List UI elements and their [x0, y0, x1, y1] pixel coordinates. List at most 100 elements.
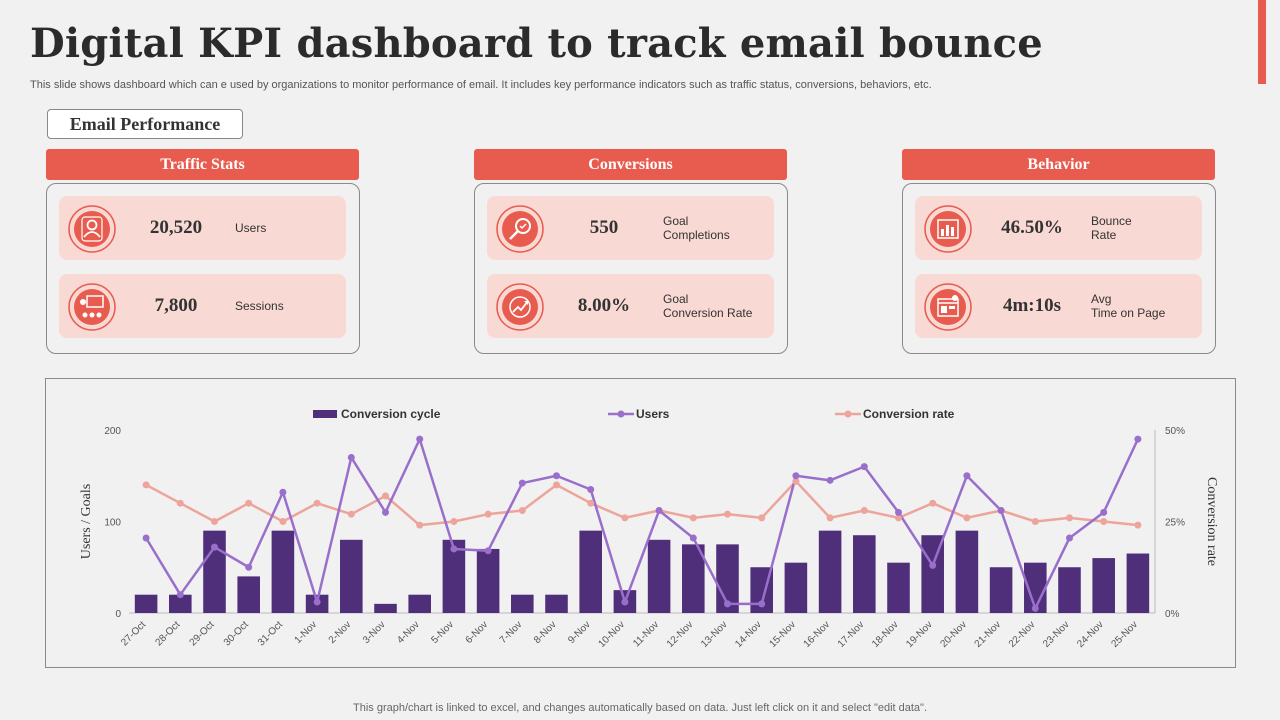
x-tick-label: 19-Nov	[904, 619, 935, 650]
users-point	[450, 545, 458, 553]
kpi-card-users: 20,520 Users	[59, 196, 346, 260]
left-tick-label: 100	[104, 518, 121, 529]
bar-conversion-cycle	[682, 544, 705, 613]
group-header-behavior: Behavior	[902, 149, 1215, 180]
kpi-label-sessions: Sessions	[235, 299, 284, 313]
users-point	[792, 472, 800, 480]
users-point	[176, 591, 184, 599]
users-point	[142, 534, 150, 542]
left-tick-label: 200	[104, 426, 121, 437]
x-tick-label: 2-Nov	[327, 619, 354, 646]
bar-conversion-cycle	[647, 539, 671, 613]
conversion-rate-point	[895, 514, 902, 522]
page-title: Digital KPI dashboard to track email bou…	[30, 20, 1043, 67]
bar-conversion-cycle	[442, 539, 466, 613]
conversion-rate-point	[860, 507, 868, 515]
chart-svg: 0 100 200 0% 25% 50% Users / Goals Conversion r…	[79, 407, 1219, 650]
right-tick-label: 0%	[1165, 609, 1180, 620]
legend-label: Conversion cycle	[341, 407, 441, 421]
conversion-rate-point	[689, 514, 697, 522]
users-point	[587, 485, 595, 493]
kpi-value-users: 20,520	[149, 217, 203, 238]
users-point	[553, 472, 560, 480]
conversion-rate-point	[1134, 521, 1142, 529]
bar-conversion-cycle	[1126, 553, 1150, 613]
bar-conversion-cycle	[955, 530, 979, 613]
conversion-rate-point	[1066, 514, 1073, 522]
users-point	[518, 479, 526, 487]
x-tick-label: 9-Nov	[566, 619, 593, 646]
users-point	[1100, 508, 1108, 516]
group-header-traffic-stats: Traffic Stats	[46, 149, 359, 180]
x-tick-label: 24-Nov	[1075, 619, 1106, 650]
footer-note: This graph/chart is linked to excel, and…	[352, 702, 928, 714]
bar-conversion-cycle	[169, 594, 192, 613]
legend-label: Conversion rate	[863, 407, 955, 421]
conversion-rate-point	[245, 499, 253, 507]
x-tick-label: 16-Nov	[802, 619, 833, 650]
accent-bar	[1258, 0, 1266, 84]
x-tick-label: 11-Nov	[631, 619, 661, 649]
bar-chart-icon	[924, 205, 972, 253]
bar-conversion-cycle	[203, 530, 226, 613]
users-point	[621, 598, 629, 606]
kpi-card-goal-conversion-rate: 8.00% Goal Conversion Rate	[487, 274, 774, 338]
bar-conversion-cycle	[134, 594, 158, 613]
users-point	[313, 598, 321, 606]
kpi-label-goal-conversion-rate: Goal Conversion Rate	[663, 292, 753, 320]
x-tick-label: 31-Oct	[256, 619, 285, 648]
x-tick-label: 10-Nov	[596, 619, 627, 650]
legend-swatch-marker	[844, 410, 852, 418]
kpi-card-avg-time-on-page: 4m:10s Avg Time on Page	[915, 274, 1202, 338]
users-point	[655, 507, 663, 515]
conversion-rate-point	[313, 499, 321, 507]
bar-conversion-cycle	[511, 594, 534, 613]
kpi-value-bounce-rate: 46.50%	[1001, 217, 1063, 238]
x-tick-label: 17-Nov	[836, 619, 867, 650]
conversion-rate-point	[724, 510, 731, 518]
users-point	[860, 463, 868, 471]
conversion-rate-point	[518, 507, 526, 515]
kpi-label-avg-time-on-page: Avg Time on Page	[1091, 292, 1166, 320]
right-tick-label: 50%	[1165, 426, 1185, 437]
section-label-email-performance: Email Performance	[47, 109, 243, 139]
legend-swatch	[313, 410, 337, 418]
x-tick-label: 28-Oct	[153, 619, 182, 648]
conversion-rate-point	[279, 518, 287, 525]
left-tick-label: 0	[115, 609, 121, 620]
kpi-card-goal-completions: 550 Goal Completions	[487, 196, 774, 260]
x-tick-label: 7-Nov	[498, 619, 525, 646]
users-point	[1134, 435, 1142, 443]
users-point	[997, 507, 1005, 515]
x-tick-label: 15-Nov	[767, 619, 798, 650]
conversion-rate-point	[450, 518, 458, 525]
bar-conversion-cycle	[579, 530, 602, 613]
kpi-label-goal-completions: Goal Completions	[663, 214, 730, 242]
x-tick-label: 30-Oct	[222, 619, 251, 648]
kpi-value-sessions: 7,800	[154, 295, 198, 316]
y-axis-title-right: Conversion rate	[1204, 477, 1219, 566]
conversion-rate-point	[621, 514, 629, 522]
users-point	[895, 508, 902, 516]
bar-conversion-cycle	[784, 562, 808, 613]
kpi-value-goal-completions: 550	[589, 217, 619, 238]
x-tick-label: 21-Nov	[973, 619, 1004, 650]
user-icon	[68, 205, 116, 253]
kpi-card-bounce-rate: 46.50% Bounce Rate	[915, 196, 1202, 260]
conversion-rate-point	[211, 518, 218, 525]
users-point	[382, 508, 389, 516]
bar-conversion-cycle	[476, 548, 500, 613]
conversion-rate-point	[176, 499, 184, 507]
users-point	[963, 472, 971, 480]
bar-conversion-cycle	[340, 539, 363, 613]
x-tick-label: 23-Nov	[1041, 619, 1072, 650]
conversion-rate-point	[1031, 518, 1039, 525]
x-tick-label: 13-Nov	[699, 619, 730, 650]
conversion-rate-line	[145, 479, 1139, 527]
bar-conversion-cycle	[237, 576, 260, 613]
group-conversions: 550 Goal Completions 8.00% Goal Conversi…	[474, 183, 788, 354]
conversion-rate-point	[792, 477, 800, 485]
right-tick-label: 25%	[1165, 518, 1185, 529]
x-tick-label: 12-Nov	[665, 619, 696, 650]
conversion-rate-point	[142, 481, 150, 489]
